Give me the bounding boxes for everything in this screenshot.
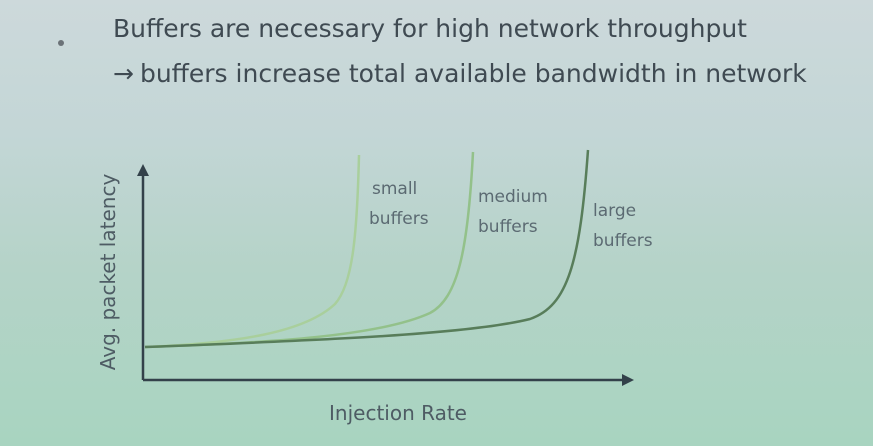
label-large-line1: large — [593, 201, 636, 221]
label-medium-line1: medium — [478, 187, 548, 207]
curve-large-buffers — [144, 149, 590, 349]
sub-bullet-text: buffers increase total available bandwid… — [139, 59, 807, 88]
curve-small-buffers — [144, 154, 361, 349]
bullet-text: Buffers are necessary for high network t… — [113, 14, 747, 43]
bullet-dot — [58, 40, 64, 46]
label-small-line1: small — [372, 179, 417, 199]
label-large-line2: buffers — [593, 231, 653, 251]
arrow-icon: → — [113, 59, 134, 88]
label-small-line2: buffers — [369, 209, 429, 229]
label-medium-line2: buffers — [478, 217, 538, 237]
curve-medium-buffers — [144, 151, 475, 349]
y-axis-label: Avg. packet latency — [96, 174, 120, 371]
sub-bullet: → buffers increase total available bandwi… — [113, 59, 807, 88]
x-axis-label: Injection Rate — [329, 401, 467, 425]
